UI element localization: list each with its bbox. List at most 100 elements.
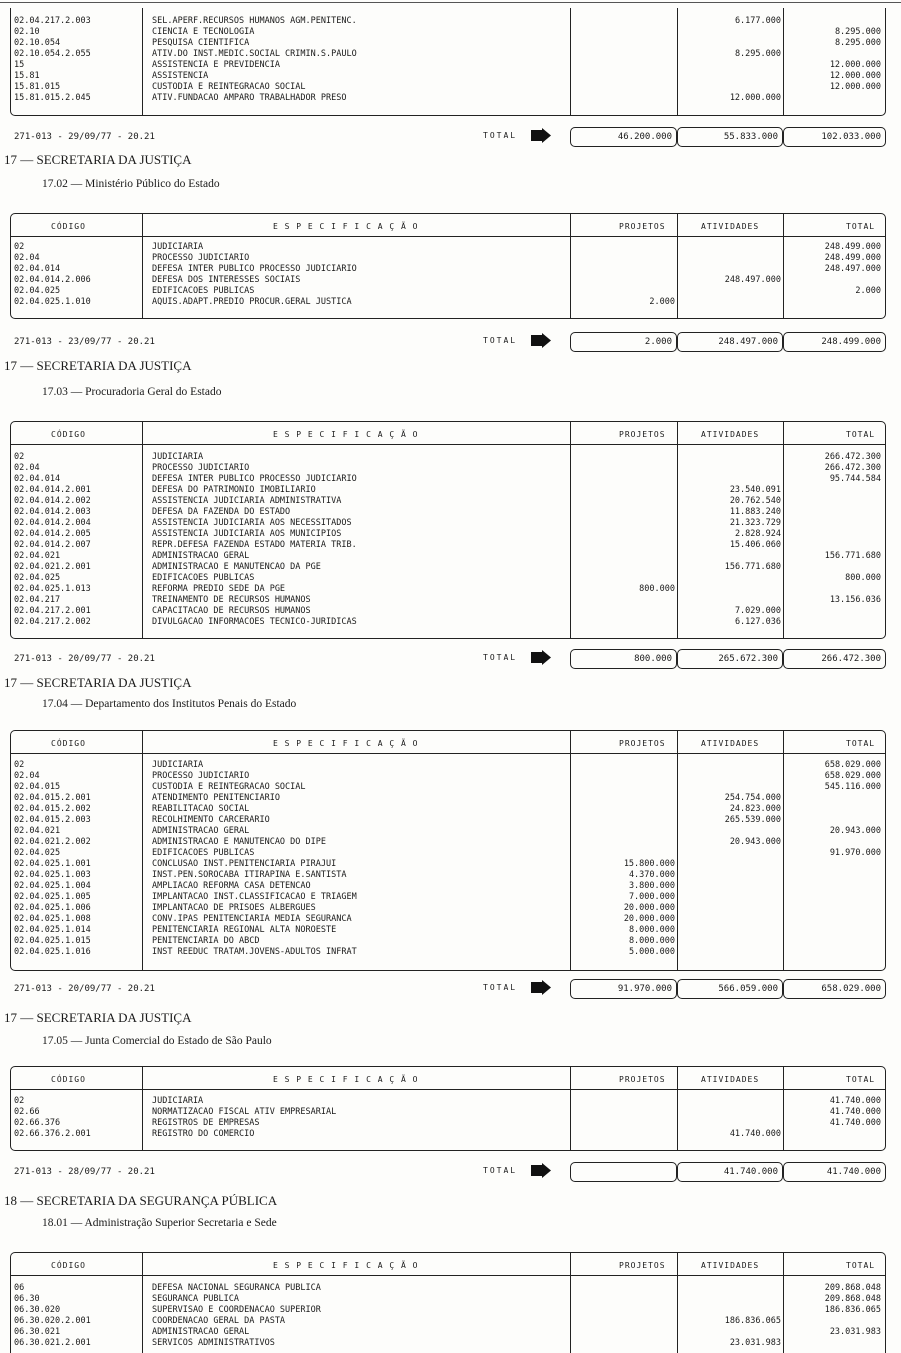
cell-codigo: 02.04.015.2.003 [14,815,91,825]
table-row: 02.04.217.2.001 CAPACITACAO DE RECURSOS H… [11,606,885,617]
table-header: CÓDIGO E S P E C I F I C A Ç Ã O PROJETOS A… [11,1253,885,1276]
cell-atividades: 248.497.000 [724,275,781,285]
cell-codigo: 02.04.025.1.016 [14,947,91,957]
cell-codigo: 02.04.014.2.002 [14,496,91,506]
column-divider [142,214,143,318]
table-row: 06 DEFESA NACIONAL SEGURANCA PUBLICA 209.8… [11,1283,885,1294]
cell-atividades: 254.754.000 [724,793,781,803]
table-row: 02 JUDICIARIA 266.472.300 [11,452,885,463]
cell-codigo: 06.30 [14,1294,40,1304]
header-projetos: PROJETOS [619,222,666,231]
cell-codigo: 02.04.021 [14,551,61,561]
total-label: TOTAL [483,131,518,140]
cell-codigo: 02.04.014.2.005 [14,529,91,539]
table-header: CÓDIGO E S P E C I F I C A Ç Ã O PROJETOS A… [11,214,885,237]
total-total-box: 658.029.000 [783,979,886,999]
cell-codigo: 02.04.015.2.001 [14,793,91,803]
cell-especificacao: CAPACITACAO DE RECURSOS HUMANOS [152,606,311,616]
header-codigo: CÓDIGO [51,1261,86,1270]
header-especificacao: E S P E C I F I C A Ç Ã O [273,1075,419,1084]
unit-subtitle: 17.03 — Procuradoria Geral do Estado [42,386,222,398]
cell-total: 20.943.000 [829,826,881,836]
cell-total: 209.868.048 [824,1294,881,1304]
cell-atividades: 23.540.091 [729,485,781,495]
column-divider [783,1067,784,1150]
cell-especificacao: RECOLHIMENTO CARCERARIO [152,815,270,825]
table-row: 02.04.217 TREINAMENTO DE RECURSOS HUMANOS… [11,595,885,606]
cell-codigo: 02.66.376 [14,1118,61,1128]
cell-atividades: 12.000.000 [729,93,781,103]
cell-total: 800.000 [845,573,881,583]
header-total: TOTAL [846,430,876,439]
table-row: 02.10.054.2.055 ATIV.DO INST.MEDIC.SOCIAL… [11,49,885,60]
cell-especificacao: ASSISTENCIA JUDICIARIA AOS MUNICIPIOS [152,529,342,539]
section-total-footer: 271-013 - 20/09/77 - 20.21 TOTAL 91.970.00… [0,979,901,1001]
table-row: 02.04.014 DEFESA INTER PUBLICO PROCESSO J… [11,474,885,485]
cell-especificacao: PESQUISA CIENTIFICA [152,38,250,48]
department-title: 17 — SECRETARIA DA JUSTIÇA [4,675,192,690]
cell-projetos: 15.800.000 [623,859,675,869]
cell-codigo: 02.04 [14,253,40,263]
cell-codigo: 02.04.025.1.015 [14,936,91,946]
total-projetos-box: 46.200.000 [570,127,677,147]
cell-especificacao: PENITENCIARIA REGIONAL ALTA NOROESTE [152,925,337,935]
department-title: 17 — SECRETARIA DA JUSTIÇA [4,1010,192,1025]
cell-codigo: 02 [14,1096,25,1106]
cell-codigo: 02.04.014 [14,264,61,274]
cell-atividades: 20.943.000 [729,837,781,847]
cell-codigo: 02.04.217 [14,595,61,605]
header-projetos: PROJETOS [619,739,666,748]
column-divider [142,1067,143,1150]
cell-total: 248.499.000 [824,253,881,263]
header-atividades: ATIVIDADES [701,1261,760,1270]
cell-projetos: 800.000 [639,584,675,594]
cell-codigo: 02.04.015.2.002 [14,804,91,814]
column-divider [677,1253,678,1353]
cell-especificacao: AQUIS.ADAPT.PREDIO PROCUR.GERAL JUSTICA [152,297,352,307]
cell-especificacao: COORDENACAO GERAL DA PASTA [152,1316,286,1326]
table-row: 06.30.020.2.001 COORDENACAO GERAL DA PAST… [11,1316,885,1327]
cell-codigo: 15.81.015 [14,82,61,92]
cell-especificacao: CONV.IPAS PENITENCIARIA MEDIA SEGURANCA [152,914,352,924]
cell-especificacao: ADMINISTRACAO E MANUTENCAO DO DIPE [152,837,326,847]
cell-total: 12.000.000 [829,60,881,70]
cell-total: 248.497.000 [824,264,881,274]
cell-especificacao: ADMINISTRACAO GERAL [152,826,250,836]
section-total-footer: 271-013 - 20/09/77 - 20.21 TOTAL 800.000 26… [0,649,901,671]
cell-especificacao: DEFESA DOS INTERESSES SOCIAIS [152,275,301,285]
header-codigo: CÓDIGO [51,739,86,748]
cell-especificacao: REABILITACAO SOCIAL [152,804,250,814]
unit-subtitle: 17.02 — Ministério Público do Estado [42,178,220,190]
cell-total: 91.970.000 [829,848,881,858]
cell-total: 8.295.000 [834,38,881,48]
cell-total: 209.868.048 [824,1283,881,1293]
header-especificacao: E S P E C I F I C A Ç Ã O [273,1261,419,1270]
cell-especificacao: ATIV.DO INST.MEDIC.SOCIAL CRIMIN.S.PAULO [152,49,357,59]
column-divider [570,1067,571,1150]
cell-codigo: 02.04.021 [14,826,61,836]
cell-especificacao: ATENDIMENTO PENITENCIARIO [152,793,280,803]
total-atividades-box: 55.833.000 [677,127,783,147]
table-row: 15.81.015.2.045 ATIV.FUNDACAO AMPARO TRAB… [11,93,885,104]
cell-especificacao: ASSISTENCIA [152,71,209,81]
cell-total: 658.029.000 [824,760,881,770]
cell-especificacao: CUSTODIA E REINTEGRACAO SOCIAL [152,82,306,92]
cell-especificacao: PROCESSO JUDICIARIO [152,771,250,781]
cell-especificacao: AMPLIACAO REFORMA CASA DETENCAO [152,881,311,891]
cell-especificacao: DEFESA DO PATRIMONIO IMOBILIARIO [152,485,316,495]
table-row: 02.04.014 DEFESA INTER PUBLICO PROCESSO J… [11,264,885,275]
table-row: 02.04.025.1.015 PENITENCIARIA DO ABCD 8.00… [11,936,885,947]
cell-codigo: 02.04.014.2.004 [14,518,91,528]
total-total-box: 102.033.000 [783,127,886,147]
column-divider [783,422,784,638]
arrow-right-icon [531,1163,551,1178]
table-row: 02 JUDICIARIA 658.029.000 [11,760,885,771]
cell-codigo: 02.04.217.2.002 [14,617,91,627]
cell-projetos: 7.000.000 [628,892,675,902]
unit-subtitle: 17.05 — Junta Comercial do Estado de São… [42,1035,272,1047]
cell-especificacao: CIENCIA E TECNOLOGIA [152,27,255,37]
cell-atividades: 20.762.540 [729,496,781,506]
table-row: 15.81 ASSISTENCIA 12.000.000 [11,71,885,82]
cell-projetos: 8.000.000 [628,925,675,935]
cell-especificacao: IMPLANTACAO INST.CLASSIFICACAO E TRIAGEM [152,892,357,902]
